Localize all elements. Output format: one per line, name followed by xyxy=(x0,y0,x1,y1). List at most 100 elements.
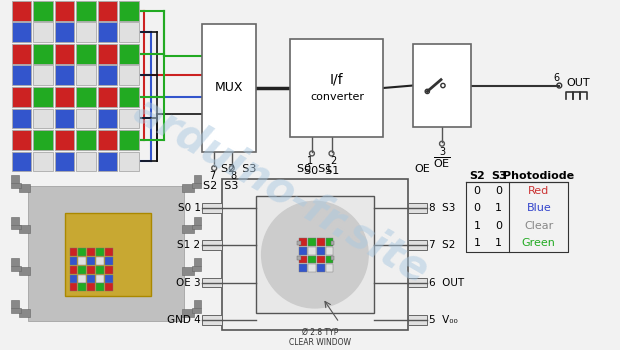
Bar xyxy=(11,175,19,183)
Text: 1: 1 xyxy=(307,156,313,166)
Text: S2  S3: S2 S3 xyxy=(203,181,239,191)
Bar xyxy=(98,152,117,171)
Bar xyxy=(120,1,139,21)
Bar xyxy=(408,203,427,213)
Bar xyxy=(326,238,334,246)
Bar xyxy=(182,184,193,191)
Bar xyxy=(69,248,78,256)
Text: OE 3: OE 3 xyxy=(176,278,200,287)
Bar xyxy=(105,248,113,256)
Bar xyxy=(120,130,139,149)
Bar xyxy=(78,257,86,265)
Bar xyxy=(120,87,139,106)
Bar xyxy=(193,217,202,224)
Bar xyxy=(87,266,95,274)
Bar xyxy=(55,1,74,21)
Text: arduino-fr.site: arduino-fr.site xyxy=(126,89,436,292)
Bar xyxy=(317,238,325,246)
Bar xyxy=(192,266,202,271)
Text: 8: 8 xyxy=(231,171,237,181)
Bar xyxy=(55,152,74,171)
Text: 7: 7 xyxy=(209,171,215,181)
Text: 0: 0 xyxy=(495,221,502,231)
Bar xyxy=(12,152,32,171)
Text: converter: converter xyxy=(310,92,364,102)
Bar xyxy=(182,267,193,275)
Text: Photodiode: Photodiode xyxy=(503,171,574,181)
Bar xyxy=(55,65,74,85)
Bar xyxy=(55,87,74,106)
Bar xyxy=(76,130,96,149)
Bar xyxy=(98,44,117,64)
Bar xyxy=(98,22,117,42)
Bar xyxy=(96,248,104,256)
Bar xyxy=(76,152,96,171)
Bar xyxy=(55,130,74,149)
Text: S0 1: S0 1 xyxy=(177,203,200,213)
Bar xyxy=(120,108,139,128)
Text: I/f: I/f xyxy=(330,72,343,86)
Bar xyxy=(12,1,32,21)
Text: S0  S1: S0 S1 xyxy=(297,164,332,174)
Bar xyxy=(408,240,427,250)
Bar xyxy=(193,175,202,183)
Bar xyxy=(76,22,96,42)
Text: Ø 2.8 TYP
CLEAR WINDOW: Ø 2.8 TYP CLEAR WINDOW xyxy=(289,328,351,347)
Bar xyxy=(29,186,184,321)
Bar xyxy=(192,183,202,188)
Bar xyxy=(203,278,222,287)
Text: S0  S1: S0 S1 xyxy=(304,166,339,176)
Bar xyxy=(76,108,96,128)
Text: 0: 0 xyxy=(474,186,480,196)
Bar xyxy=(105,275,113,282)
Bar xyxy=(120,44,139,64)
Bar xyxy=(19,309,30,317)
Bar xyxy=(33,130,53,149)
Bar xyxy=(408,278,427,287)
Bar xyxy=(96,275,104,282)
Bar xyxy=(308,238,316,246)
Bar xyxy=(299,256,307,264)
Bar xyxy=(12,108,32,128)
Bar xyxy=(96,284,104,291)
Bar xyxy=(298,256,301,260)
Bar xyxy=(203,315,222,324)
Text: $\overline{\rm OE}$: $\overline{\rm OE}$ xyxy=(433,155,451,170)
Text: GND 4: GND 4 xyxy=(167,315,200,325)
Bar xyxy=(12,44,32,64)
Text: Clear: Clear xyxy=(524,221,554,231)
Text: 1: 1 xyxy=(495,203,502,213)
Bar xyxy=(120,22,139,42)
Bar xyxy=(120,152,139,171)
Bar xyxy=(330,256,334,260)
Text: S2: S2 xyxy=(469,171,485,181)
Bar xyxy=(55,22,74,42)
Bar xyxy=(299,238,307,246)
Bar xyxy=(11,300,19,308)
Bar xyxy=(33,65,53,85)
Bar xyxy=(78,248,86,256)
Bar xyxy=(78,266,86,274)
Text: 5  V₀₀: 5 V₀₀ xyxy=(429,315,458,325)
Bar xyxy=(76,65,96,85)
Bar xyxy=(55,44,74,64)
Bar xyxy=(12,130,32,149)
Text: S2  S3: S2 S3 xyxy=(221,164,256,174)
Text: 1: 1 xyxy=(495,238,502,248)
Bar xyxy=(299,265,307,272)
Bar xyxy=(98,1,117,21)
Bar xyxy=(69,275,78,282)
Text: Red: Red xyxy=(528,186,549,196)
Bar xyxy=(98,108,117,128)
Bar xyxy=(76,44,96,64)
Bar xyxy=(69,284,78,291)
Bar xyxy=(290,39,383,137)
Text: 3: 3 xyxy=(439,147,445,156)
Text: 0: 0 xyxy=(495,186,502,196)
Bar xyxy=(96,257,104,265)
Bar xyxy=(193,258,202,266)
Bar xyxy=(55,108,74,128)
Text: Green: Green xyxy=(522,238,556,248)
Text: S3: S3 xyxy=(491,171,507,181)
Bar xyxy=(12,65,32,85)
